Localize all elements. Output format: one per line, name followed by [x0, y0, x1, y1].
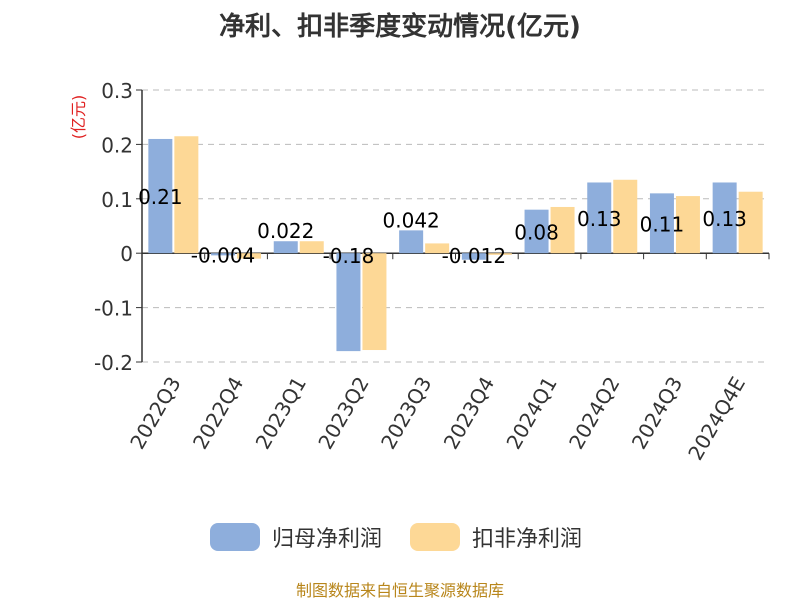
legend-label-series1: 归母净利润 [272, 527, 383, 552]
data-label: 0.042 [383, 208, 440, 232]
bar-series2 [675, 196, 700, 254]
x-tick-label: 2023Q4 [439, 372, 499, 453]
legend-swatch-series1 [210, 523, 260, 551]
bar-series2 [425, 243, 450, 254]
bar-series2 [613, 179, 638, 254]
bar-series2 [738, 191, 763, 254]
y-tick-label: -0.1 [94, 297, 133, 321]
legend-item-series1[interactable]: 归母净利润 [210, 519, 382, 555]
bar-series2 [487, 253, 512, 255]
y-tick-label: 0.3 [101, 79, 133, 103]
legend: 归母净利润 扣非净利润 [0, 519, 800, 555]
data-label: 0.21 [138, 185, 183, 209]
data-label: 0.08 [514, 220, 559, 244]
x-tick-label: 2023Q2 [313, 373, 373, 454]
bar-series1 [587, 182, 612, 254]
x-tick-label: 2024Q3 [627, 373, 687, 454]
data-label: 0.13 [702, 207, 747, 231]
y-tick-label: -0.2 [94, 351, 133, 375]
data-label: -0.18 [323, 244, 375, 268]
bar-series1 [712, 182, 737, 254]
x-tick-label: 2022Q4 [188, 373, 248, 454]
data-label: 0.11 [640, 212, 685, 236]
x-tick-label: 2024Q4E [683, 373, 750, 465]
bar-series2 [237, 253, 262, 259]
bar-series1 [336, 253, 361, 352]
legend-label-series2: 扣非净利润 [472, 527, 583, 552]
bar-series1 [211, 253, 236, 256]
data-label: -0.012 [442, 244, 506, 268]
legend-item-series2[interactable]: 扣非净利润 [410, 519, 582, 555]
y-axis: 0.3 0.2 0.1 0 -0.1 -0.2 [94, 79, 143, 375]
data-label: 0.13 [577, 207, 622, 231]
data-source-note: 制图数据来自恒生聚源数据库 [295, 581, 504, 600]
y-tick-label: 0.1 [101, 188, 133, 212]
chart-title: 净利、扣非季度变动情况(亿元) [219, 12, 581, 42]
bar-series1 [399, 230, 424, 254]
bar-series1 [273, 241, 298, 254]
bars [148, 136, 763, 352]
bar-series2 [299, 241, 324, 254]
x-tick-label: 2024Q1 [501, 373, 561, 454]
bar-series2 [362, 253, 387, 351]
bar-series2 [174, 136, 199, 254]
x-tick-label: 2022Q3 [125, 373, 185, 454]
y-axis-unit-label: (亿元) [69, 95, 88, 140]
y-tick-label: 0.2 [101, 133, 133, 157]
data-label: 0.022 [257, 219, 314, 243]
data-label: -0.004 [191, 243, 255, 267]
x-tick-label: 2024Q2 [564, 373, 624, 454]
bar-series1 [461, 253, 486, 260]
bar-series1 [649, 193, 674, 254]
bar-series1 [148, 138, 173, 254]
legend-swatch-series2 [410, 523, 460, 551]
x-tick-label: 2023Q3 [376, 373, 436, 454]
bar-series2 [550, 206, 575, 254]
x-tick-label: 2023Q1 [251, 373, 311, 454]
y-tick-label: 0 [120, 242, 133, 266]
x-axis: 2022Q3 2022Q4 2023Q1 2023Q2 2023Q3 2023Q4 2024… [125, 252, 770, 465]
bar-series1 [524, 209, 549, 254]
